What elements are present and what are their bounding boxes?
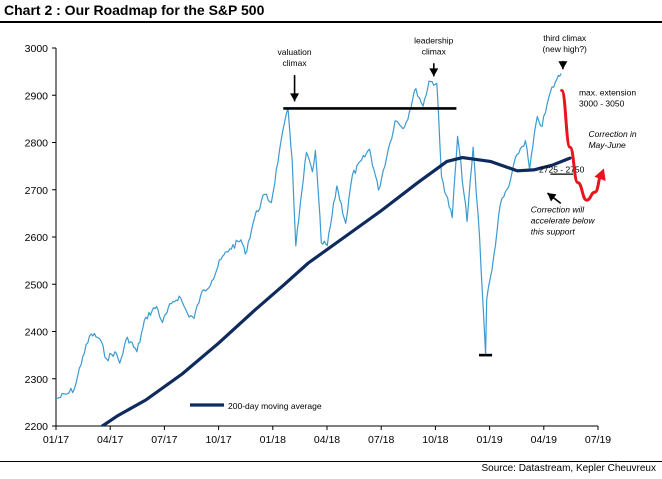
chart-plot: 2200 2300 2400 2500 2600 2700 2800 2900 3000 01/1…	[25, 33, 637, 446]
y-tick-label: 2800	[25, 138, 49, 150]
annotation-arrow	[429, 63, 439, 77]
annotation: third climax(new high?)	[542, 33, 587, 70]
annotation-text: this support	[531, 226, 576, 236]
annotation-arrow	[546, 192, 562, 205]
x-tick-label: 07/18	[368, 434, 394, 446]
annotation-text: accelerate below	[531, 215, 596, 225]
annotation-text: 3000 - 3050	[579, 98, 625, 108]
chart-axes: 2200 2300 2400 2500 2600 2700 2800 2900 3000 01/1…	[25, 43, 612, 446]
annotation-arrow	[290, 75, 300, 102]
y-tick-label: 2600	[25, 232, 49, 244]
annotation-text: Correction in	[588, 129, 636, 139]
y-tick-label: 2700	[25, 185, 49, 197]
y-tick-label: 2200	[25, 421, 49, 433]
footer-divider	[0, 461, 662, 462]
y-tick-label: 2300	[25, 374, 49, 386]
legend: 200-day moving average	[190, 401, 322, 411]
series-layer	[56, 73, 572, 426]
annotation-arrow	[558, 60, 568, 70]
annotation-text: May-June	[588, 140, 626, 150]
annotation-text: (new high?)	[542, 44, 587, 54]
roadmap-group	[560, 89, 606, 202]
roadmap-path	[560, 89, 604, 202]
annotation: 2725 - 2750	[539, 164, 585, 174]
reference-lines	[283, 107, 574, 357]
annotation-text: leadership	[414, 35, 453, 45]
x-tick-label: 10/18	[422, 434, 448, 446]
x-tick-label: 04/19	[531, 434, 557, 446]
price-series-line	[56, 73, 562, 400]
annotation-text: Correction will	[531, 204, 585, 214]
x-tick-label: 07/19	[585, 434, 611, 446]
chart-title: Chart 2 : Our Roadmap for the S&P 500	[4, 2, 265, 18]
annotation-text: 2725 - 2750	[539, 164, 585, 174]
x-tick-label: 04/17	[97, 434, 123, 446]
x-tick-label: 04/18	[314, 434, 340, 446]
x-tick-label: 07/17	[151, 434, 177, 446]
title-divider	[0, 21, 662, 23]
y-tick-label: 3000	[25, 43, 49, 55]
annotation-text: climax	[283, 58, 308, 68]
annotation-text: third climax	[543, 33, 587, 43]
roadmap-arrowhead	[594, 168, 606, 181]
y-tick-label: 2400	[25, 327, 49, 339]
source-note: Source: Datastream, Kepler Cheuvreux	[481, 463, 656, 474]
annotation-text: max. extension	[579, 87, 636, 97]
annotation-text: climax	[422, 46, 447, 56]
y-tick-label: 2500	[25, 279, 49, 291]
y-tick-label: 2900	[25, 90, 49, 102]
x-tick-label: 10/17	[205, 434, 231, 446]
x-tick-label: 01/17	[43, 434, 69, 446]
ma-series-line	[100, 156, 572, 426]
x-tick-label: 01/18	[260, 434, 286, 446]
annotation-text: valuation	[278, 47, 312, 57]
x-tick-label: 01/19	[476, 434, 502, 446]
legend-label: 200-day moving average	[228, 401, 322, 411]
